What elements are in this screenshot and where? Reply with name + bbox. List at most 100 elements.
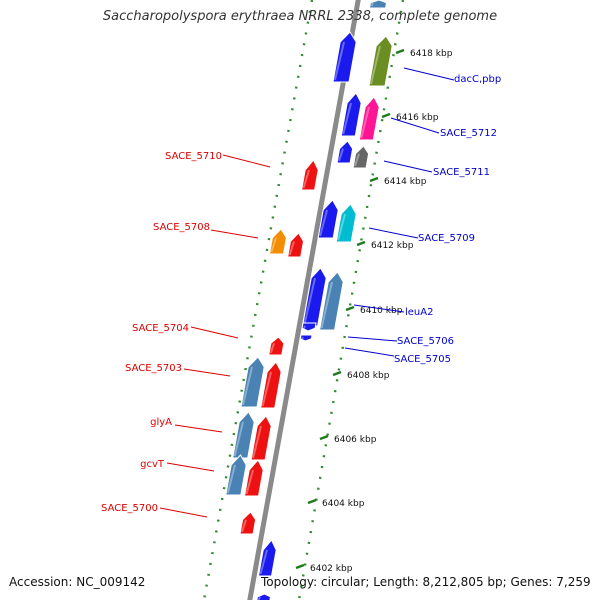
reverse-gene-label[interactable]: SACE_5700 [101,503,158,514]
reverse-label-leader [210,229,259,239]
scale-tick [356,240,366,247]
gene-arrow-feature-shine [338,148,344,162]
scale-tick [307,498,317,505]
reverse-gene-label[interactable]: SACE_5703 [125,363,182,374]
topology-text: Topology: circular; Length: 8,212,805 bp… [261,575,591,589]
gene-glyA-feature[interactable] [232,411,255,459]
gene-labels: dacC,pbp SACE_5712 SACE_5711 SACE_5709 leuA2… [101,67,501,518]
gene-SACE_5704-feature-shine [269,342,275,354]
gene-SACE_5703-feature-shine [242,366,253,406]
gene-dacC-pbp-feature-shine [370,45,381,85]
gene-features [225,0,393,600]
gene-arrow-feature[interactable] [317,199,339,239]
forward-gene-label[interactable]: SACE_5709 [418,233,475,244]
gene-SACE_5710-feature[interactable] [301,159,319,191]
gene-arrow-feature-shine [261,371,272,407]
grid-dots-left [202,0,314,600]
reverse-label-leader [190,326,239,339]
gene-arrow-feature[interactable] [332,31,357,83]
gene-dacC-pbp-feature[interactable] [368,35,393,87]
gene-SACE_5705-feature-shine [301,336,304,340]
scale-tick-label: 6412 kbp [371,241,414,251]
gene-SACE_5700-feature-shine [241,519,247,533]
gene-arrow-feature[interactable] [336,140,354,164]
gene-SACE_5704-feature[interactable] [268,336,285,356]
grid-dots [202,0,405,600]
scale-tick [295,563,305,570]
reverse-label-leader [174,424,223,433]
forward-gene-label[interactable]: SACE_5705 [394,354,451,365]
gene-SACE_5708-feature[interactable] [268,228,287,255]
reverse-gene-label[interactable]: glyA [150,417,172,428]
reverse-label-leader [159,507,208,518]
gene-SACE_5703-feature[interactable] [240,356,265,408]
scale-ticks: 6418 kbp 6416 kbp 6414 kbp 6412 kbp 6410 kbp… [295,48,453,574]
gene-arrow-feature-shine [245,469,254,495]
gene-arrow-feature-shine [252,425,262,459]
genome-backbone [247,0,361,600]
scale-tick-label: 6406 kbp [334,435,377,445]
forward-label-leader [368,227,419,239]
reverse-gene-label[interactable]: SACE_5710 [165,151,222,162]
forward-gene-label[interactable]: leuA2 [405,307,433,318]
gene-arrow-feature-shine [319,209,328,237]
gene-arrow-feature-shine [342,102,352,135]
scale-tick [319,434,329,441]
gene-SACE_5711-feature-shine [354,153,360,167]
gene-SACE_5712-feature[interactable] [358,96,380,141]
forward-label-leader [403,67,455,81]
gene-arrow-feature[interactable] [318,271,344,331]
gene-arrow-feature[interactable] [257,539,277,577]
gene-SACE_5708-feature-shine [270,237,277,253]
gene-arrow-feature-shine [334,41,345,81]
gene-SACE_5706-feature[interactable] [301,322,317,332]
gene-arrow-feature[interactable] [243,459,264,497]
gene-SACE_5705-feature[interactable] [299,334,313,342]
gene-SACE_5711-feature[interactable] [352,145,370,169]
forward-label-leader [353,304,405,313]
forward-gene-label[interactable]: SACE_5712 [440,128,497,139]
scale-tick-label: 6404 kbp [322,499,365,509]
gene-arrow-feature[interactable] [250,415,272,461]
forward-label-leader [344,347,395,357]
scale-tick [345,305,355,312]
forward-gene-label[interactable]: SACE_5706 [397,336,454,347]
gene-SACE_5709-feature-shine [337,213,346,241]
grid-dots-right [297,0,405,600]
reverse-label-leader [166,462,215,472]
scale-tick [395,48,405,55]
gene-arrow-feature[interactable] [260,361,282,409]
scale-tick-label: 6416 kbp [396,113,439,123]
accession-text: Accession: NC_009142 [9,575,146,589]
gene-SACE_5710-feature-shine [302,169,310,189]
scale-tick-label: 6410 kbp [360,306,403,316]
scale-tick-label: 6408 kbp [347,371,390,381]
gene-glyA-feature-shine [233,421,244,457]
gene-partial-top-feature[interactable] [368,0,388,9]
gene-arrow-feature[interactable] [287,232,305,258]
gene-partial-bottom-feature[interactable] [256,593,272,600]
gene-arrow-feature-shine [288,241,295,256]
forward-label-leader [390,117,440,134]
scale-tick-label: 6418 kbp [410,49,453,59]
forward-gene-label[interactable]: dacC,pbp [454,74,501,85]
gene-arrow-feature[interactable] [340,92,362,137]
gene-partial-top-feature-shine [370,2,374,7]
scale-tick-label: 6402 kbp [310,564,353,574]
forward-gene-label[interactable]: SACE_5711 [433,167,490,178]
gene-partial-bottom-feature-shine [257,596,261,600]
reverse-label-leader [183,368,231,377]
gene-leuA2-feature-shine [303,277,316,325]
gene-arrow-feature-shine [320,281,333,329]
reverse-gene-label[interactable]: SACE_5704 [132,323,189,334]
gene-leuA2-feature[interactable] [301,267,327,327]
gene-SACE_5709-feature[interactable] [335,203,357,243]
reverse-gene-label[interactable]: SACE_5708 [153,222,210,233]
scale-tick [381,112,391,119]
reverse-gene-label[interactable]: gcvT [140,459,165,470]
gene-gcvT-feature[interactable] [225,454,247,496]
reverse-label-leader [222,154,271,168]
gene-SACE_5700-feature[interactable] [239,511,257,535]
